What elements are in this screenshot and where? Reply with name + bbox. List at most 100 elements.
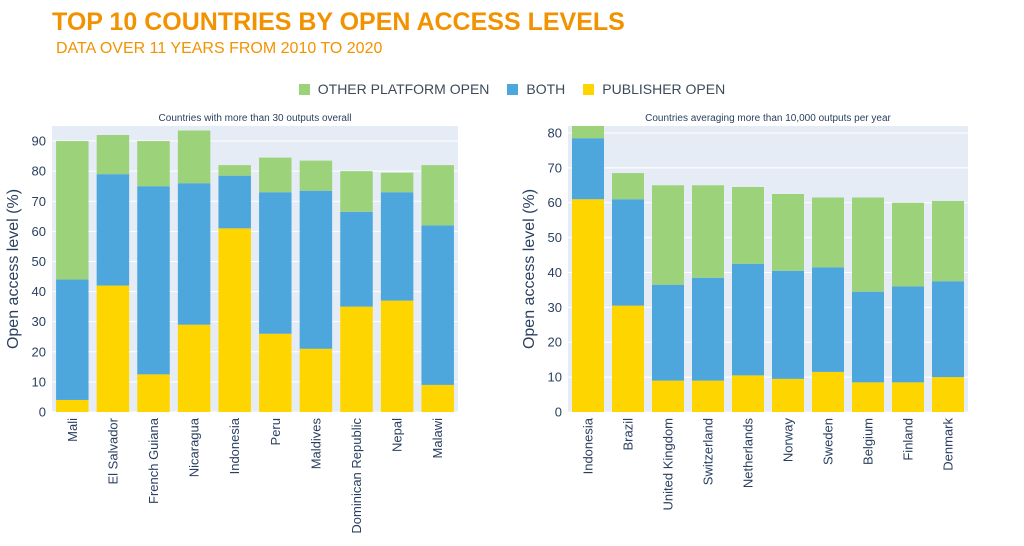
- bar-segment-other-platform-open[interactable]: [612, 173, 644, 200]
- bar-segment-publisher-open[interactable]: [572, 199, 604, 412]
- x-tick-label: Indonesia: [581, 417, 596, 474]
- chart-1: 0 10 20 30 40 50 60 70 80 90 Mali El Salvador French…: [5, 113, 458, 534]
- bar-segment-publisher-open[interactable]: [812, 371, 844, 412]
- bar-segment-both[interactable]: [259, 192, 292, 334]
- bar-segment-both[interactable]: [692, 277, 724, 381]
- bar-segment-both[interactable]: [932, 281, 964, 378]
- bar-segment-both[interactable]: [177, 183, 211, 325]
- x-tick-label: Nepal: [390, 418, 405, 452]
- bar-segment-other-platform-open[interactable]: [692, 185, 724, 278]
- bar-segment-both[interactable]: [340, 211, 373, 307]
- bar-segment-publisher-open[interactable]: [612, 305, 644, 412]
- bar-segment-other-platform-open[interactable]: [812, 197, 844, 268]
- x-tick-label: French Guiana: [146, 417, 161, 504]
- bar-segment-other-platform-open[interactable]: [259, 157, 292, 193]
- y-tick-label: 0: [555, 405, 562, 420]
- bar-segment-publisher-open[interactable]: [692, 380, 724, 412]
- bar-segment-both[interactable]: [218, 175, 251, 229]
- x-tick-label: Netherlands: [741, 418, 756, 489]
- panel-title: Countries with more than 30 outputs over…: [159, 113, 352, 124]
- x-tick-label: Belgium: [861, 418, 876, 465]
- bar-segment-publisher-open[interactable]: [56, 399, 89, 412]
- bar-segment-other-platform-open[interactable]: [380, 172, 414, 193]
- bar-segment-other-platform-open[interactable]: [340, 171, 373, 212]
- y-tick-label: 90: [32, 134, 46, 149]
- bar-segment-both[interactable]: [299, 190, 333, 349]
- bar-segment-both[interactable]: [56, 279, 89, 400]
- bar-segment-other-platform-open[interactable]: [218, 165, 251, 176]
- bar-segment-both[interactable]: [772, 270, 804, 379]
- bar-segment-other-platform-open[interactable]: [932, 200, 964, 282]
- y-tick-label: 30: [32, 314, 46, 329]
- bar-segment-other-platform-open[interactable]: [892, 202, 924, 287]
- y-tick-label: 10: [32, 374, 46, 389]
- bar-segment-publisher-open[interactable]: [652, 380, 684, 412]
- x-tick-label: Sweden: [821, 418, 836, 465]
- bar-segment-publisher-open[interactable]: [380, 300, 414, 412]
- legend-item-publisher-open[interactable]: PUBLISHER OPEN: [583, 81, 725, 97]
- y-tick-label: 20: [32, 344, 46, 359]
- y-tick-label: 60: [548, 195, 562, 210]
- bar-segment-publisher-open[interactable]: [218, 228, 251, 412]
- bar-segment-other-platform-open[interactable]: [96, 135, 130, 175]
- page-subtitle: DATA OVER 11 YEARS FROM 2010 TO 2020: [56, 40, 383, 57]
- y-tick-label: 50: [548, 230, 562, 245]
- y-tick-label: 40: [548, 265, 562, 280]
- bar-segment-publisher-open[interactable]: [137, 374, 170, 412]
- bar-segment-other-platform-open[interactable]: [732, 187, 764, 264]
- legend-swatch: [298, 83, 310, 95]
- y-tick-label: 50: [32, 254, 46, 269]
- bar-segment-publisher-open[interactable]: [421, 384, 454, 412]
- bar-segment-publisher-open[interactable]: [340, 306, 373, 412]
- bar-segment-publisher-open[interactable]: [732, 375, 764, 412]
- bar-segment-publisher-open[interactable]: [177, 324, 211, 412]
- chart-2: 0 10 20 30 40 50 60 70 80 Indonesia Brazil United K…: [521, 113, 968, 511]
- bar-segment-publisher-open[interactable]: [932, 377, 964, 412]
- bar-segment-publisher-open[interactable]: [259, 333, 292, 412]
- legend-item-both[interactable]: BOTH: [507, 81, 565, 97]
- panel-title: Countries averaging more than 10,000 out…: [645, 113, 891, 124]
- bar-segment-other-platform-open[interactable]: [572, 126, 604, 139]
- legend: OTHER PLATFORM OPEN BOTH PUBLISHER OPEN: [0, 81, 1024, 97]
- bar-segment-other-platform-open[interactable]: [137, 141, 170, 187]
- bar-segment-other-platform-open[interactable]: [177, 130, 211, 184]
- bar-segment-publisher-open[interactable]: [892, 382, 924, 412]
- bar-segment-both[interactable]: [812, 267, 844, 372]
- bar-segment-publisher-open[interactable]: [299, 348, 333, 412]
- bar-segment-publisher-open[interactable]: [772, 378, 804, 412]
- y-tick-label: 80: [32, 164, 46, 179]
- legend-swatch: [583, 83, 595, 95]
- bar-segment-other-platform-open[interactable]: [772, 194, 804, 271]
- x-tick-label: Norway: [781, 418, 796, 463]
- bar-segment-publisher-open[interactable]: [852, 382, 884, 412]
- bar-segment-other-platform-open[interactable]: [652, 185, 684, 285]
- y-tick-label: 30: [548, 300, 562, 315]
- x-tick-label: Finland: [901, 418, 916, 461]
- bar-segment-both[interactable]: [732, 263, 764, 376]
- x-tick-label: Peru: [268, 418, 283, 445]
- legend-item-other-platform-open[interactable]: OTHER PLATFORM OPEN: [298, 81, 490, 97]
- bar-segment-both[interactable]: [652, 284, 684, 381]
- legend-label: BOTH: [526, 81, 566, 97]
- bar-segment-both[interactable]: [612, 199, 644, 306]
- bar-segment-publisher-open[interactable]: [96, 285, 130, 412]
- bar-segment-other-platform-open[interactable]: [421, 165, 454, 226]
- page-title: TOP 10 COUNTRIES BY OPEN ACCESS LEVELS: [52, 8, 625, 36]
- bar-segment-other-platform-open[interactable]: [299, 160, 333, 191]
- bar-segment-both[interactable]: [892, 286, 924, 383]
- bar-segment-both[interactable]: [380, 192, 414, 301]
- y-axis-label: Open access level (%): [521, 189, 538, 349]
- y-tick-label: 70: [32, 194, 46, 209]
- bar-segment-both[interactable]: [137, 186, 170, 375]
- bar-segment-both[interactable]: [572, 138, 604, 200]
- bar-segment-both[interactable]: [852, 291, 884, 383]
- bar-segment-other-platform-open[interactable]: [852, 197, 884, 292]
- y-tick-label: 60: [32, 224, 46, 239]
- bar-segment-both[interactable]: [421, 225, 454, 385]
- bar-segment-other-platform-open[interactable]: [56, 141, 89, 280]
- y-tick-label: 20: [548, 335, 562, 350]
- legend-label: OTHER PLATFORM OPEN: [317, 81, 490, 97]
- x-tick-label: El Salvador: [105, 417, 120, 484]
- x-tick-label: Denmark: [941, 418, 956, 471]
- bar-segment-both[interactable]: [96, 174, 130, 286]
